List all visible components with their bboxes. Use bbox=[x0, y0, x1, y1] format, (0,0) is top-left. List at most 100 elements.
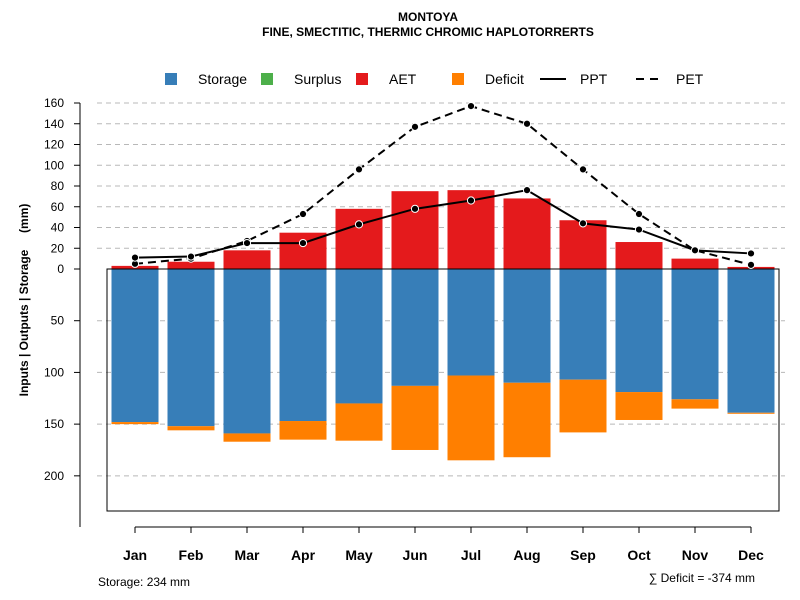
chart-title: MONTOYA bbox=[398, 10, 458, 24]
deficit-bar bbox=[615, 392, 663, 420]
month-label: Oct bbox=[627, 547, 651, 563]
y-tick-label: 120 bbox=[44, 138, 64, 152]
deficit-bar bbox=[167, 426, 215, 431]
month-label: Jun bbox=[403, 547, 428, 563]
month-label: Mar bbox=[235, 547, 260, 563]
storage-total-note: Storage: 234 mm bbox=[98, 575, 190, 589]
storage-bar bbox=[727, 269, 775, 413]
ppt-point bbox=[522, 186, 532, 195]
aet-bar bbox=[559, 220, 607, 269]
storage-bar bbox=[671, 269, 719, 400]
aet-bar bbox=[391, 191, 439, 269]
aet-bar bbox=[615, 242, 663, 269]
y-tick-label: 160 bbox=[44, 96, 64, 110]
storage-bar bbox=[335, 269, 383, 404]
y-tick-label: 50 bbox=[51, 314, 65, 328]
deficit-bar bbox=[279, 421, 327, 440]
y-tick-label: 100 bbox=[44, 158, 64, 172]
legend-label-ppt: PPT bbox=[580, 71, 608, 87]
pet-point bbox=[466, 102, 476, 111]
pet-point bbox=[578, 165, 588, 174]
storage-bar bbox=[615, 269, 663, 393]
series-lines bbox=[130, 102, 756, 269]
y-tick-label: 140 bbox=[44, 117, 64, 131]
y-tick-label: 60 bbox=[51, 200, 65, 214]
month-label: Aug bbox=[513, 547, 540, 563]
y-tick-label: 200 bbox=[44, 469, 64, 483]
y-tick-label: 20 bbox=[51, 241, 65, 255]
ppt-point bbox=[242, 238, 252, 248]
ppt-point bbox=[690, 246, 700, 255]
deficit-bar bbox=[223, 433, 271, 442]
deficit-bar bbox=[727, 412, 775, 414]
month-label: Nov bbox=[682, 547, 709, 563]
pet-point bbox=[410, 122, 420, 131]
deficit-bar bbox=[335, 403, 383, 441]
pet-point bbox=[354, 165, 364, 174]
month-label: Apr bbox=[291, 547, 316, 563]
pet-point bbox=[634, 209, 644, 219]
deficit-bar bbox=[559, 379, 607, 433]
ppt-line bbox=[134, 189, 752, 259]
ppt-point bbox=[354, 220, 364, 229]
ppt-point bbox=[746, 249, 756, 258]
deficit-bar bbox=[671, 399, 719, 409]
legend-swatch-storage bbox=[165, 73, 177, 85]
deficit-total-note: ∑ Deficit = -374 mm bbox=[649, 571, 755, 585]
legend-swatch-surplus bbox=[261, 73, 273, 85]
ppt-point bbox=[298, 238, 308, 248]
storage-bar bbox=[111, 269, 159, 423]
month-label: Feb bbox=[179, 547, 204, 563]
legend-label-pet: PET bbox=[676, 71, 704, 87]
storage-bar bbox=[167, 269, 215, 427]
storage-bar bbox=[223, 269, 271, 434]
aet-bar bbox=[223, 250, 271, 269]
storage-bar bbox=[559, 269, 607, 380]
y-tick-label: 100 bbox=[44, 365, 64, 379]
pet-point bbox=[522, 119, 532, 128]
legend-label-surplus: Surplus bbox=[294, 71, 341, 87]
legend-label-deficit: Deficit bbox=[485, 71, 524, 87]
aet-bar bbox=[335, 208, 383, 269]
month-label: Jan bbox=[123, 547, 147, 563]
month-label: Sep bbox=[570, 547, 596, 563]
storage-bar bbox=[503, 269, 551, 383]
ppt-point bbox=[578, 219, 588, 228]
chart-subtitle: FINE, SMECTITIC, THERMIC CHROMIC HAPLOTO… bbox=[262, 25, 594, 39]
month-label: Dec bbox=[738, 547, 764, 563]
storage-bar bbox=[391, 269, 439, 386]
pet-point bbox=[746, 260, 756, 269]
y-tick-label: 80 bbox=[51, 179, 65, 193]
legend: Storage Surplus AET Deficit PPT PET bbox=[165, 71, 704, 87]
legend-swatch-aet bbox=[356, 73, 368, 85]
storage-bar bbox=[447, 269, 495, 376]
ppt-point bbox=[186, 252, 196, 261]
axes: 0 20 40 60 80 100 120 140 160 50 100 150 200 Jan Feb Ma… bbox=[44, 96, 764, 563]
ppt-point bbox=[466, 196, 476, 205]
aet-bar bbox=[167, 261, 215, 269]
legend-swatch-deficit bbox=[452, 73, 464, 85]
pet-point bbox=[298, 209, 308, 219]
y-tick-label: 0 bbox=[57, 262, 64, 276]
legend-label-aet: AET bbox=[389, 71, 417, 87]
deficit-bar bbox=[447, 375, 495, 461]
y-axis-label: Inputs | Outputs | Storage (mm) bbox=[17, 204, 31, 397]
pet-line bbox=[134, 105, 752, 266]
y-tick-label: 40 bbox=[51, 221, 65, 235]
ppt-point bbox=[634, 225, 644, 234]
deficit-bar bbox=[111, 422, 159, 425]
ppt-point bbox=[130, 253, 140, 262]
aet-bar bbox=[671, 258, 719, 269]
aet-bar bbox=[503, 198, 551, 269]
legend-label-storage: Storage bbox=[198, 71, 247, 87]
month-label: May bbox=[345, 547, 372, 563]
month-label: Jul bbox=[461, 547, 481, 563]
gridlines bbox=[97, 102, 785, 477]
y-tick-label: 150 bbox=[44, 417, 64, 431]
deficit-bar bbox=[503, 382, 551, 458]
bars bbox=[111, 190, 775, 461]
deficit-bar bbox=[391, 385, 439, 450]
storage-bar bbox=[279, 269, 327, 422]
ppt-point bbox=[410, 204, 420, 213]
